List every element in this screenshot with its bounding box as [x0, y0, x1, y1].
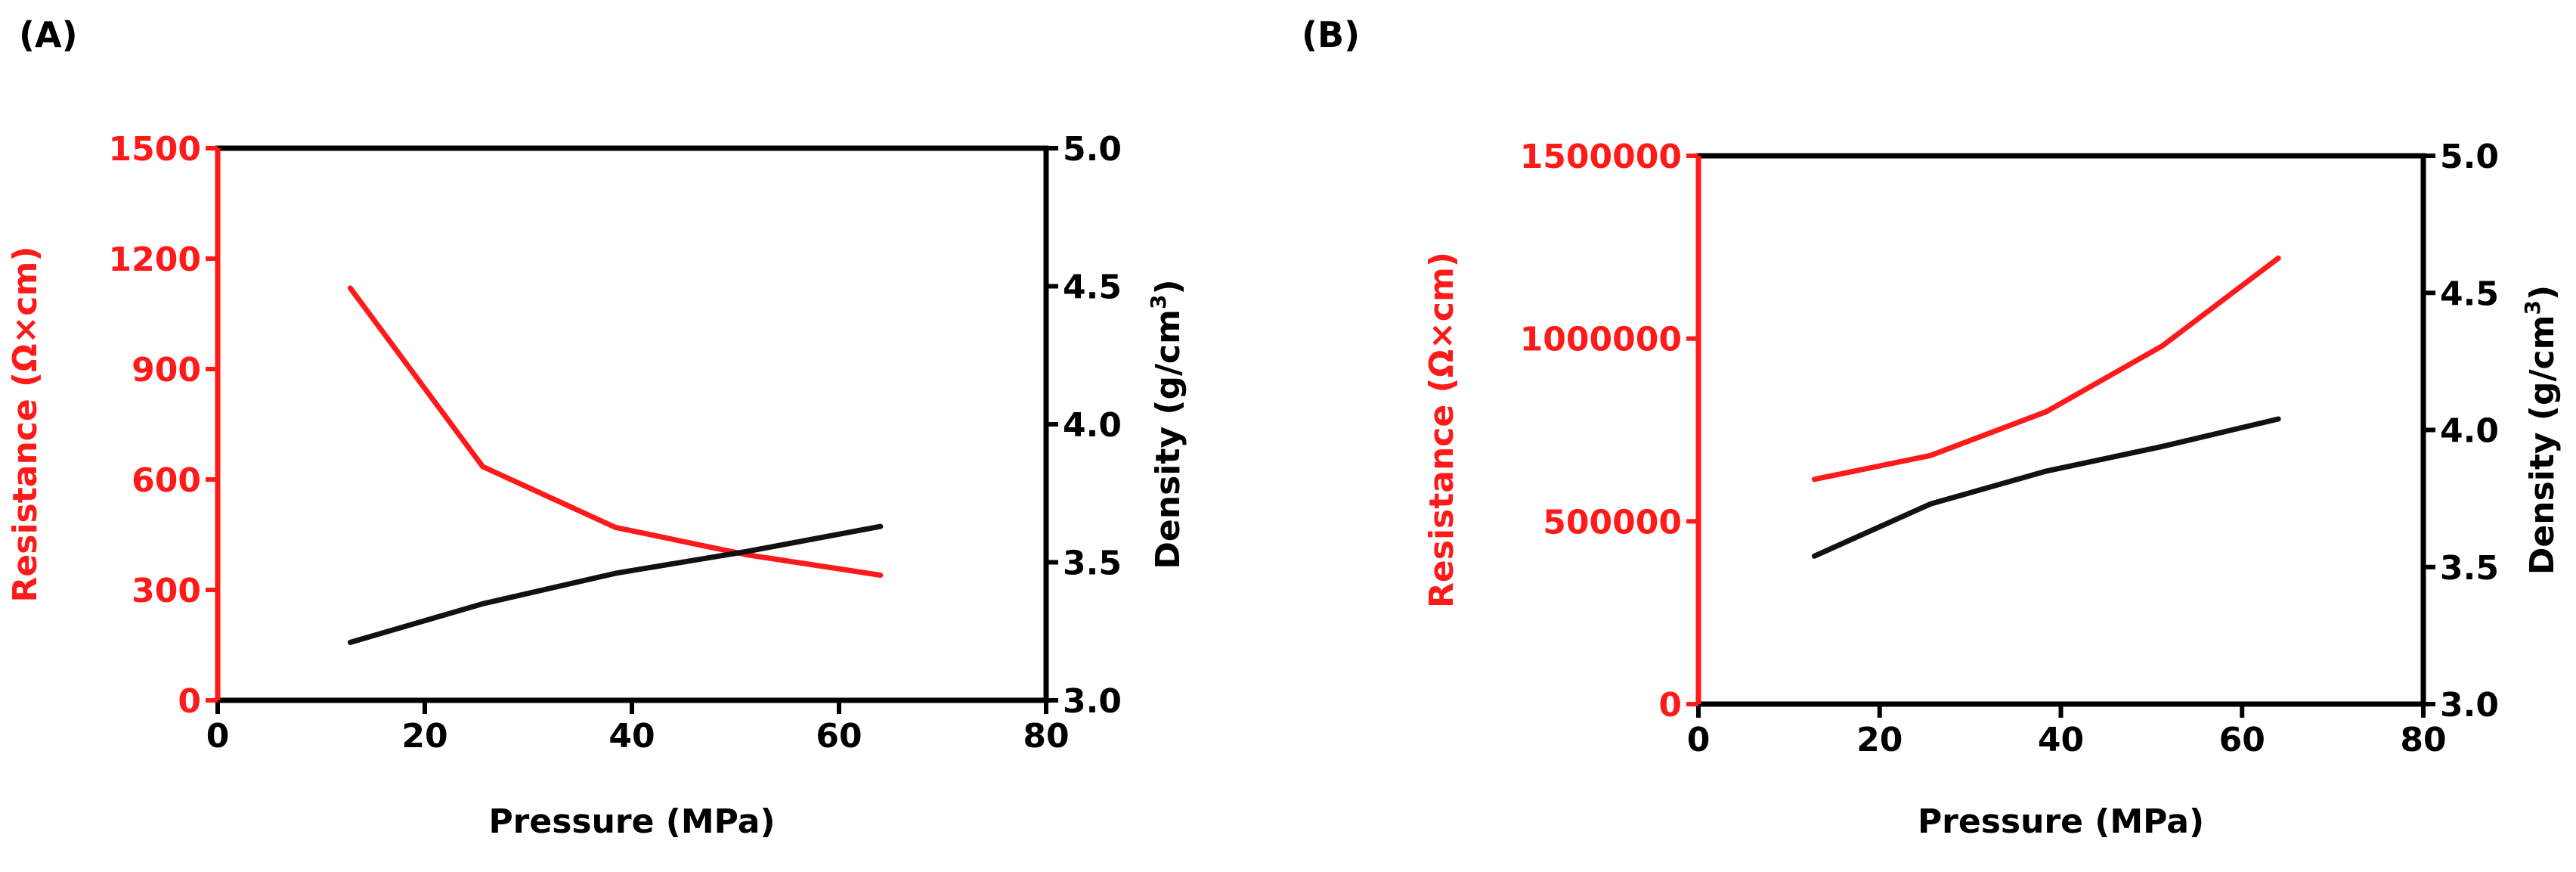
panel-a-resistance-line	[347, 285, 884, 578]
panel-a-left-tick: 900	[132, 351, 201, 389]
panel-b-right-axis-label: Density (g/cm3)	[2520, 285, 2562, 575]
panel-b-plot-frame	[1695, 153, 2426, 707]
panel-a-x-tick: 20	[401, 717, 447, 756]
panel-b-left-tick-labels: 0 500000 1000000 1500000	[1520, 138, 1682, 725]
panel-b-left-tick: 0	[1658, 686, 1682, 725]
panel-a-x-tick: 60	[816, 717, 862, 756]
panel-b-left-axis-label: Resistance (Ω×cm)	[1423, 252, 1461, 608]
panel-b-x-tick: 0	[1687, 721, 1711, 759]
panel-a-right-label-main: Density (g/cm	[1149, 309, 1187, 569]
panel-a-right-tick: 4.0	[1063, 406, 1122, 445]
panel-b-right-tick-labels: 3.0 3.5 4.0 4.5 5.0	[2440, 138, 2499, 725]
panel-a-right-axis-label: Density (g/cm3)	[1146, 279, 1187, 569]
panel-a-right-tick: 3.5	[1063, 545, 1122, 583]
panel-a-x-tick: 40	[608, 717, 655, 756]
panel-a-left-axis-label: Resistance (Ω×cm)	[6, 247, 45, 603]
panel-b-x-tick: 80	[2400, 721, 2446, 759]
panel-a: (A) 0 20 40 60 80 0 300 600 900 1200 150…	[6, 14, 1187, 841]
panel-b-x-axis-label: Pressure (MPa)	[1918, 802, 2204, 841]
panel-a-right-label-sup: 3	[1146, 295, 1171, 309]
panel-a-x-tick: 0	[206, 717, 230, 756]
panel-b-x-tick: 20	[1856, 721, 1903, 759]
panel-b: (B) 0 20 40 60 80 0 500000 1000000 15000…	[1302, 14, 2562, 841]
panel-b-label: (B)	[1302, 14, 1360, 55]
panel-a-left-tick: 1200	[109, 240, 201, 279]
panel-b-resistance-line	[1811, 255, 2281, 483]
panel-b-right-label-tail: )	[2523, 285, 2562, 300]
panel-b-right-label-main: Density (g/cm	[2523, 315, 2562, 575]
panel-b-x-tick: 40	[2038, 721, 2084, 759]
panel-b-right-tick: 5.0	[2440, 138, 2499, 176]
panel-b-density-line	[1811, 416, 2281, 559]
panel-a-right-label-tail: )	[1149, 279, 1187, 294]
panel-b-right-tick: 3.5	[2440, 549, 2499, 588]
panel-a-ticks-and-lines	[206, 146, 1058, 714]
panel-a-left-tick-labels: 0 300 600 900 1200 1500	[109, 130, 201, 721]
panel-a-left-tick: 300	[132, 572, 201, 610]
panel-b-ticks-and-lines	[1686, 154, 2435, 718]
panel-b-right-tick: 4.0	[2440, 412, 2499, 451]
panel-a-right-tick: 5.0	[1063, 130, 1122, 169]
panel-b-right-tick: 4.5	[2440, 275, 2499, 313]
panel-b-right-tick: 3.0	[2440, 686, 2499, 725]
panel-a-plot-frame	[215, 145, 1049, 703]
panel-a-x-tick: 80	[1023, 717, 1069, 756]
panel-a-right-tick: 4.5	[1063, 268, 1122, 307]
panel-a-left-tick: 600	[132, 461, 201, 500]
panel-a-right-tick: 3.0	[1063, 682, 1122, 721]
panel-a-left-tick: 0	[178, 682, 201, 721]
panel-a-x-tick-labels: 0 20 40 60 80	[206, 717, 1070, 756]
panel-b-right-label-sup: 3	[2520, 300, 2545, 315]
panel-b-left-tick: 500000	[1543, 503, 1682, 542]
panel-a-density-line	[347, 523, 884, 645]
panel-a-left-tick: 1500	[109, 130, 201, 169]
panel-b-x-tick-labels: 0 20 40 60 80	[1687, 721, 2447, 759]
panel-b-x-tick: 60	[2219, 721, 2265, 759]
panel-a-right-tick-labels: 3.0 3.5 4.0 4.5 5.0	[1063, 130, 1122, 721]
panel-b-left-tick: 1500000	[1520, 138, 1682, 176]
panel-a-x-axis-label: Pressure (MPa)	[488, 802, 775, 841]
panel-a-label: (A)	[19, 14, 78, 55]
panel-b-left-tick: 1000000	[1520, 321, 1682, 359]
